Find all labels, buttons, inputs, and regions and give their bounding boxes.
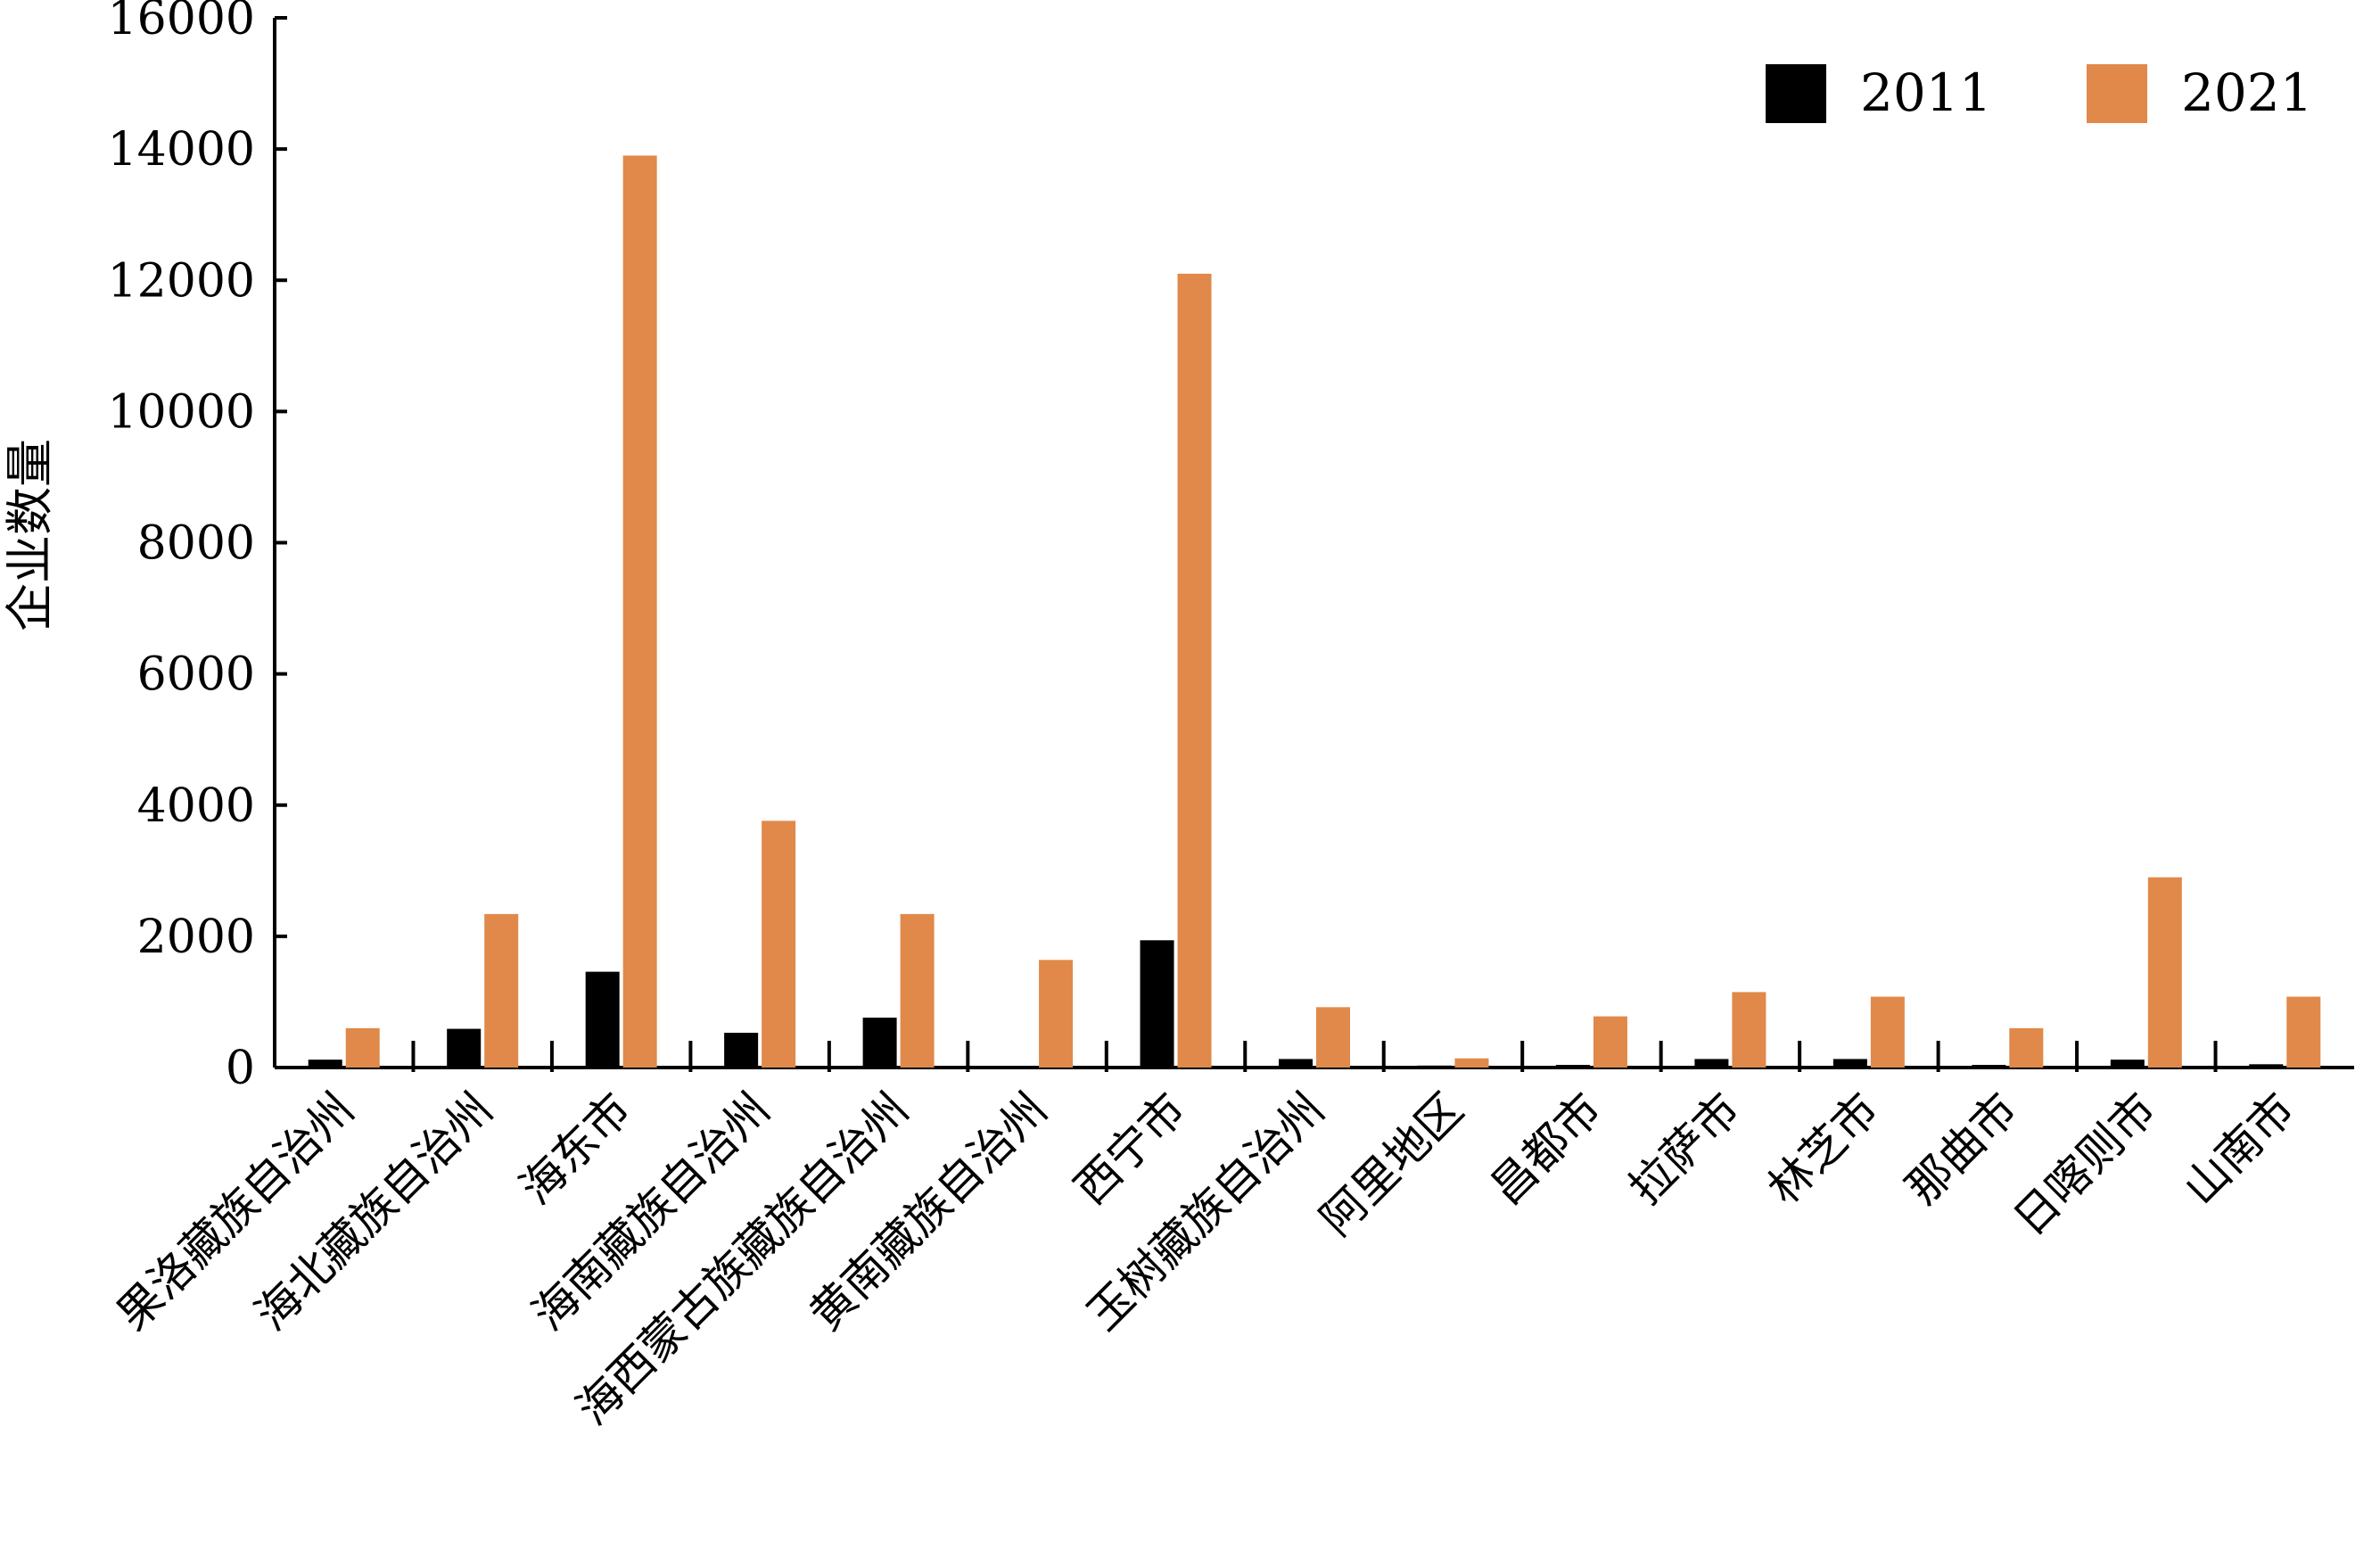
bar-2021 <box>1039 960 1074 1068</box>
bar-2011 <box>1417 1065 1452 1068</box>
y-tick-label: 12000 <box>108 254 255 308</box>
y-tick-label: 14000 <box>108 123 255 177</box>
legend-swatch-2021 <box>2087 64 2147 123</box>
bar-2011 <box>862 1018 897 1068</box>
x-tick-label: 昌都市 <box>1480 1083 1611 1214</box>
bar-2021 <box>1316 1007 1350 1068</box>
x-tick-label: 黄南藏族自治州 <box>800 1083 1057 1340</box>
bar-2021 <box>762 820 796 1068</box>
y-tick-label: 0 <box>226 1042 255 1095</box>
y-axis-title: 企业数量 <box>2 439 58 631</box>
bar-2011 <box>2110 1060 2145 1068</box>
y-axis-title-group: 企业数量 <box>2 439 58 631</box>
bar-2011 <box>308 1060 342 1068</box>
bar-2011 <box>1832 1059 1867 1068</box>
y-tick-label: 16000 <box>108 0 255 45</box>
bar-2011 <box>724 1033 759 1068</box>
bar-2021 <box>1593 1016 1627 1068</box>
bar-2011 <box>1694 1059 1729 1068</box>
x-tick-label: 那曲市 <box>1897 1083 2028 1214</box>
axes <box>273 18 2354 1069</box>
x-tick-label: 山南市 <box>2174 1083 2305 1214</box>
bar-2011 <box>585 971 620 1068</box>
bar-2011 <box>1140 940 1174 1068</box>
bar-2021 <box>622 155 657 1068</box>
bar-2021 <box>484 913 519 1068</box>
y-tick-labels: 0 2000 4000 6000 8000 10000 12000 14000 16000 <box>108 0 255 1095</box>
bar-2011 <box>1001 1066 1036 1068</box>
bar-2011 <box>2249 1064 2284 1068</box>
bar-2021 <box>2286 996 2321 1068</box>
x-tick-label: 果洛藏族自治州 <box>107 1083 364 1340</box>
x-tick-label: 日喀则市 <box>2004 1083 2166 1245</box>
bar-2021 <box>2009 1027 2044 1068</box>
bar-2021 <box>2147 877 2182 1068</box>
bar-2011 <box>1972 1065 2006 1068</box>
bar-2011 <box>447 1028 482 1068</box>
bar-2021 <box>1870 996 1905 1068</box>
legend-label-2021: 2021 <box>2181 62 2313 123</box>
y-tick-label: 2000 <box>137 911 255 964</box>
legend-swatch-2011 <box>1766 64 1826 123</box>
y-tick-label: 8000 <box>137 517 255 571</box>
bar-2021 <box>345 1027 380 1068</box>
legend-label-2011: 2011 <box>1860 62 1992 123</box>
bars <box>308 155 2321 1068</box>
x-tick-label: 林芝市 <box>1758 1083 1889 1214</box>
bar-2011 <box>1555 1065 1590 1068</box>
x-tick-label: 阿里地区 <box>1311 1083 1473 1245</box>
legend: 2011 2021 <box>1766 62 2313 123</box>
x-tick-label: 海南藏族自治州 <box>523 1083 779 1340</box>
y-tick-label: 4000 <box>137 779 255 833</box>
bar-2021 <box>900 913 935 1068</box>
y-tick-label: 6000 <box>137 648 255 702</box>
bar-2021 <box>1177 273 1212 1068</box>
bar-2021 <box>1732 992 1766 1068</box>
tick-marks <box>275 16 2218 1072</box>
x-tick-label: 海东市 <box>510 1083 641 1214</box>
x-tick-label: 西宁市 <box>1065 1083 1196 1214</box>
bar-2011 <box>1279 1059 1313 1068</box>
x-tick-label: 拉萨市 <box>1619 1083 1750 1214</box>
x-tick-label: 海北藏族自治州 <box>245 1083 502 1340</box>
x-tick-label: 玉树藏族自治州 <box>1077 1083 1334 1340</box>
y-tick-label: 10000 <box>108 385 255 439</box>
bar-2021 <box>1454 1058 1489 1068</box>
